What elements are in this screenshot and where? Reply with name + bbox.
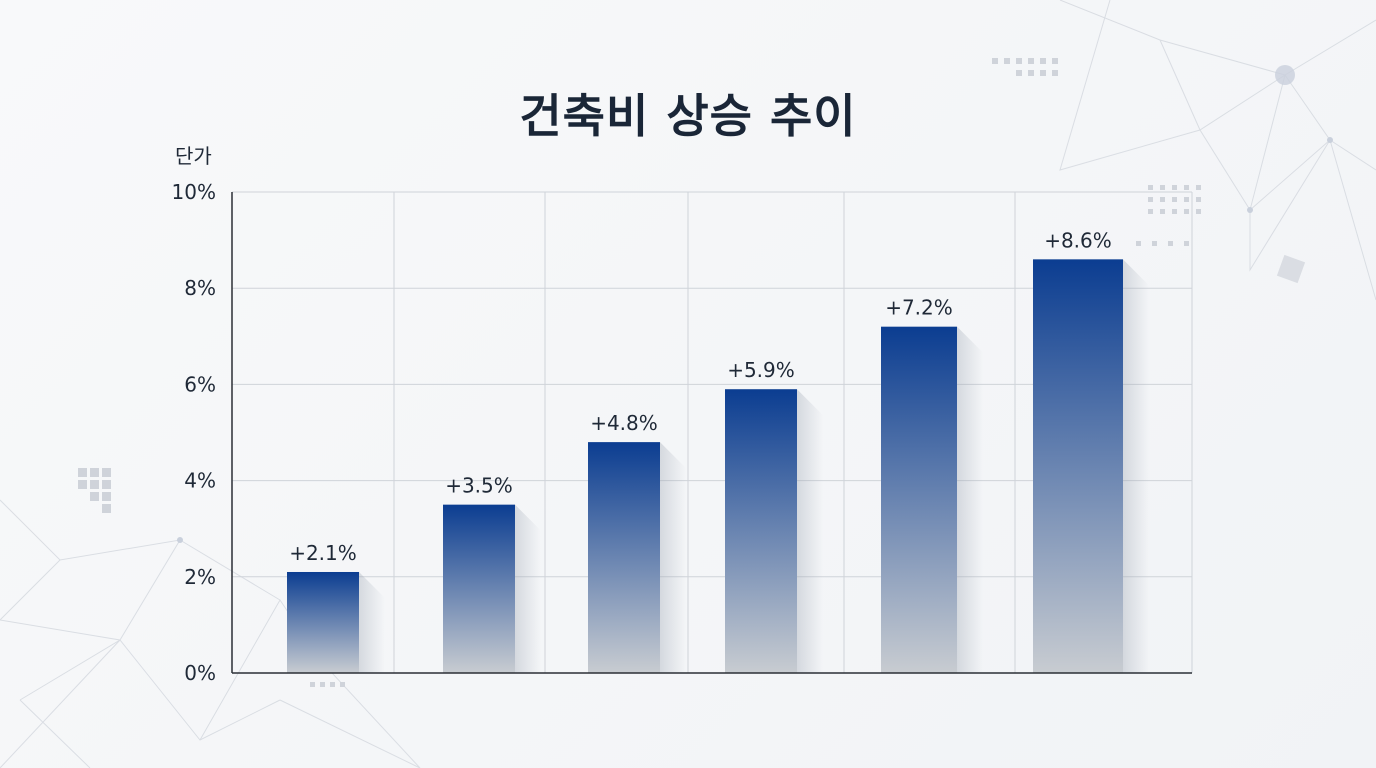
y-tick-label: 4%	[184, 469, 216, 493]
gridlines	[232, 191, 1193, 673]
bar	[1033, 259, 1123, 673]
bar-shadow	[797, 389, 823, 673]
data-labels: +2.1% +3.5% +4.8% +5.9% +7.2% +8.6%	[289, 228, 1112, 565]
y-axis-label: 단가	[175, 144, 212, 168]
bar	[287, 571, 359, 673]
bar-shadow	[359, 571, 385, 673]
y-tick-label: 6%	[184, 372, 216, 396]
bar	[588, 442, 660, 673]
y-tick-label: 2%	[184, 565, 216, 589]
bar	[725, 389, 797, 673]
data-label: +4.8%	[590, 411, 658, 435]
data-label: +8.6%	[1044, 228, 1112, 252]
data-label: +5.9%	[727, 358, 795, 382]
bar-shadow	[1123, 259, 1149, 673]
bar-shadow	[957, 326, 983, 673]
axes: 0% 2% 4% 6% 8% 10%	[172, 180, 1192, 685]
bar	[443, 504, 515, 673]
data-label: +7.2%	[885, 296, 953, 320]
data-label: +2.1%	[289, 541, 357, 565]
bar-shadow	[515, 504, 541, 673]
y-tick-label: 10%	[172, 180, 216, 204]
bar-shadows	[359, 259, 1149, 673]
y-tick-label: 8%	[184, 276, 216, 300]
data-label: +3.5%	[445, 474, 513, 498]
bar	[881, 326, 957, 673]
y-tick-label: 0%	[184, 661, 216, 685]
chart-title: 건축비 상승 추이	[519, 89, 857, 143]
bar-shadow	[660, 442, 686, 673]
bars	[287, 259, 1123, 673]
